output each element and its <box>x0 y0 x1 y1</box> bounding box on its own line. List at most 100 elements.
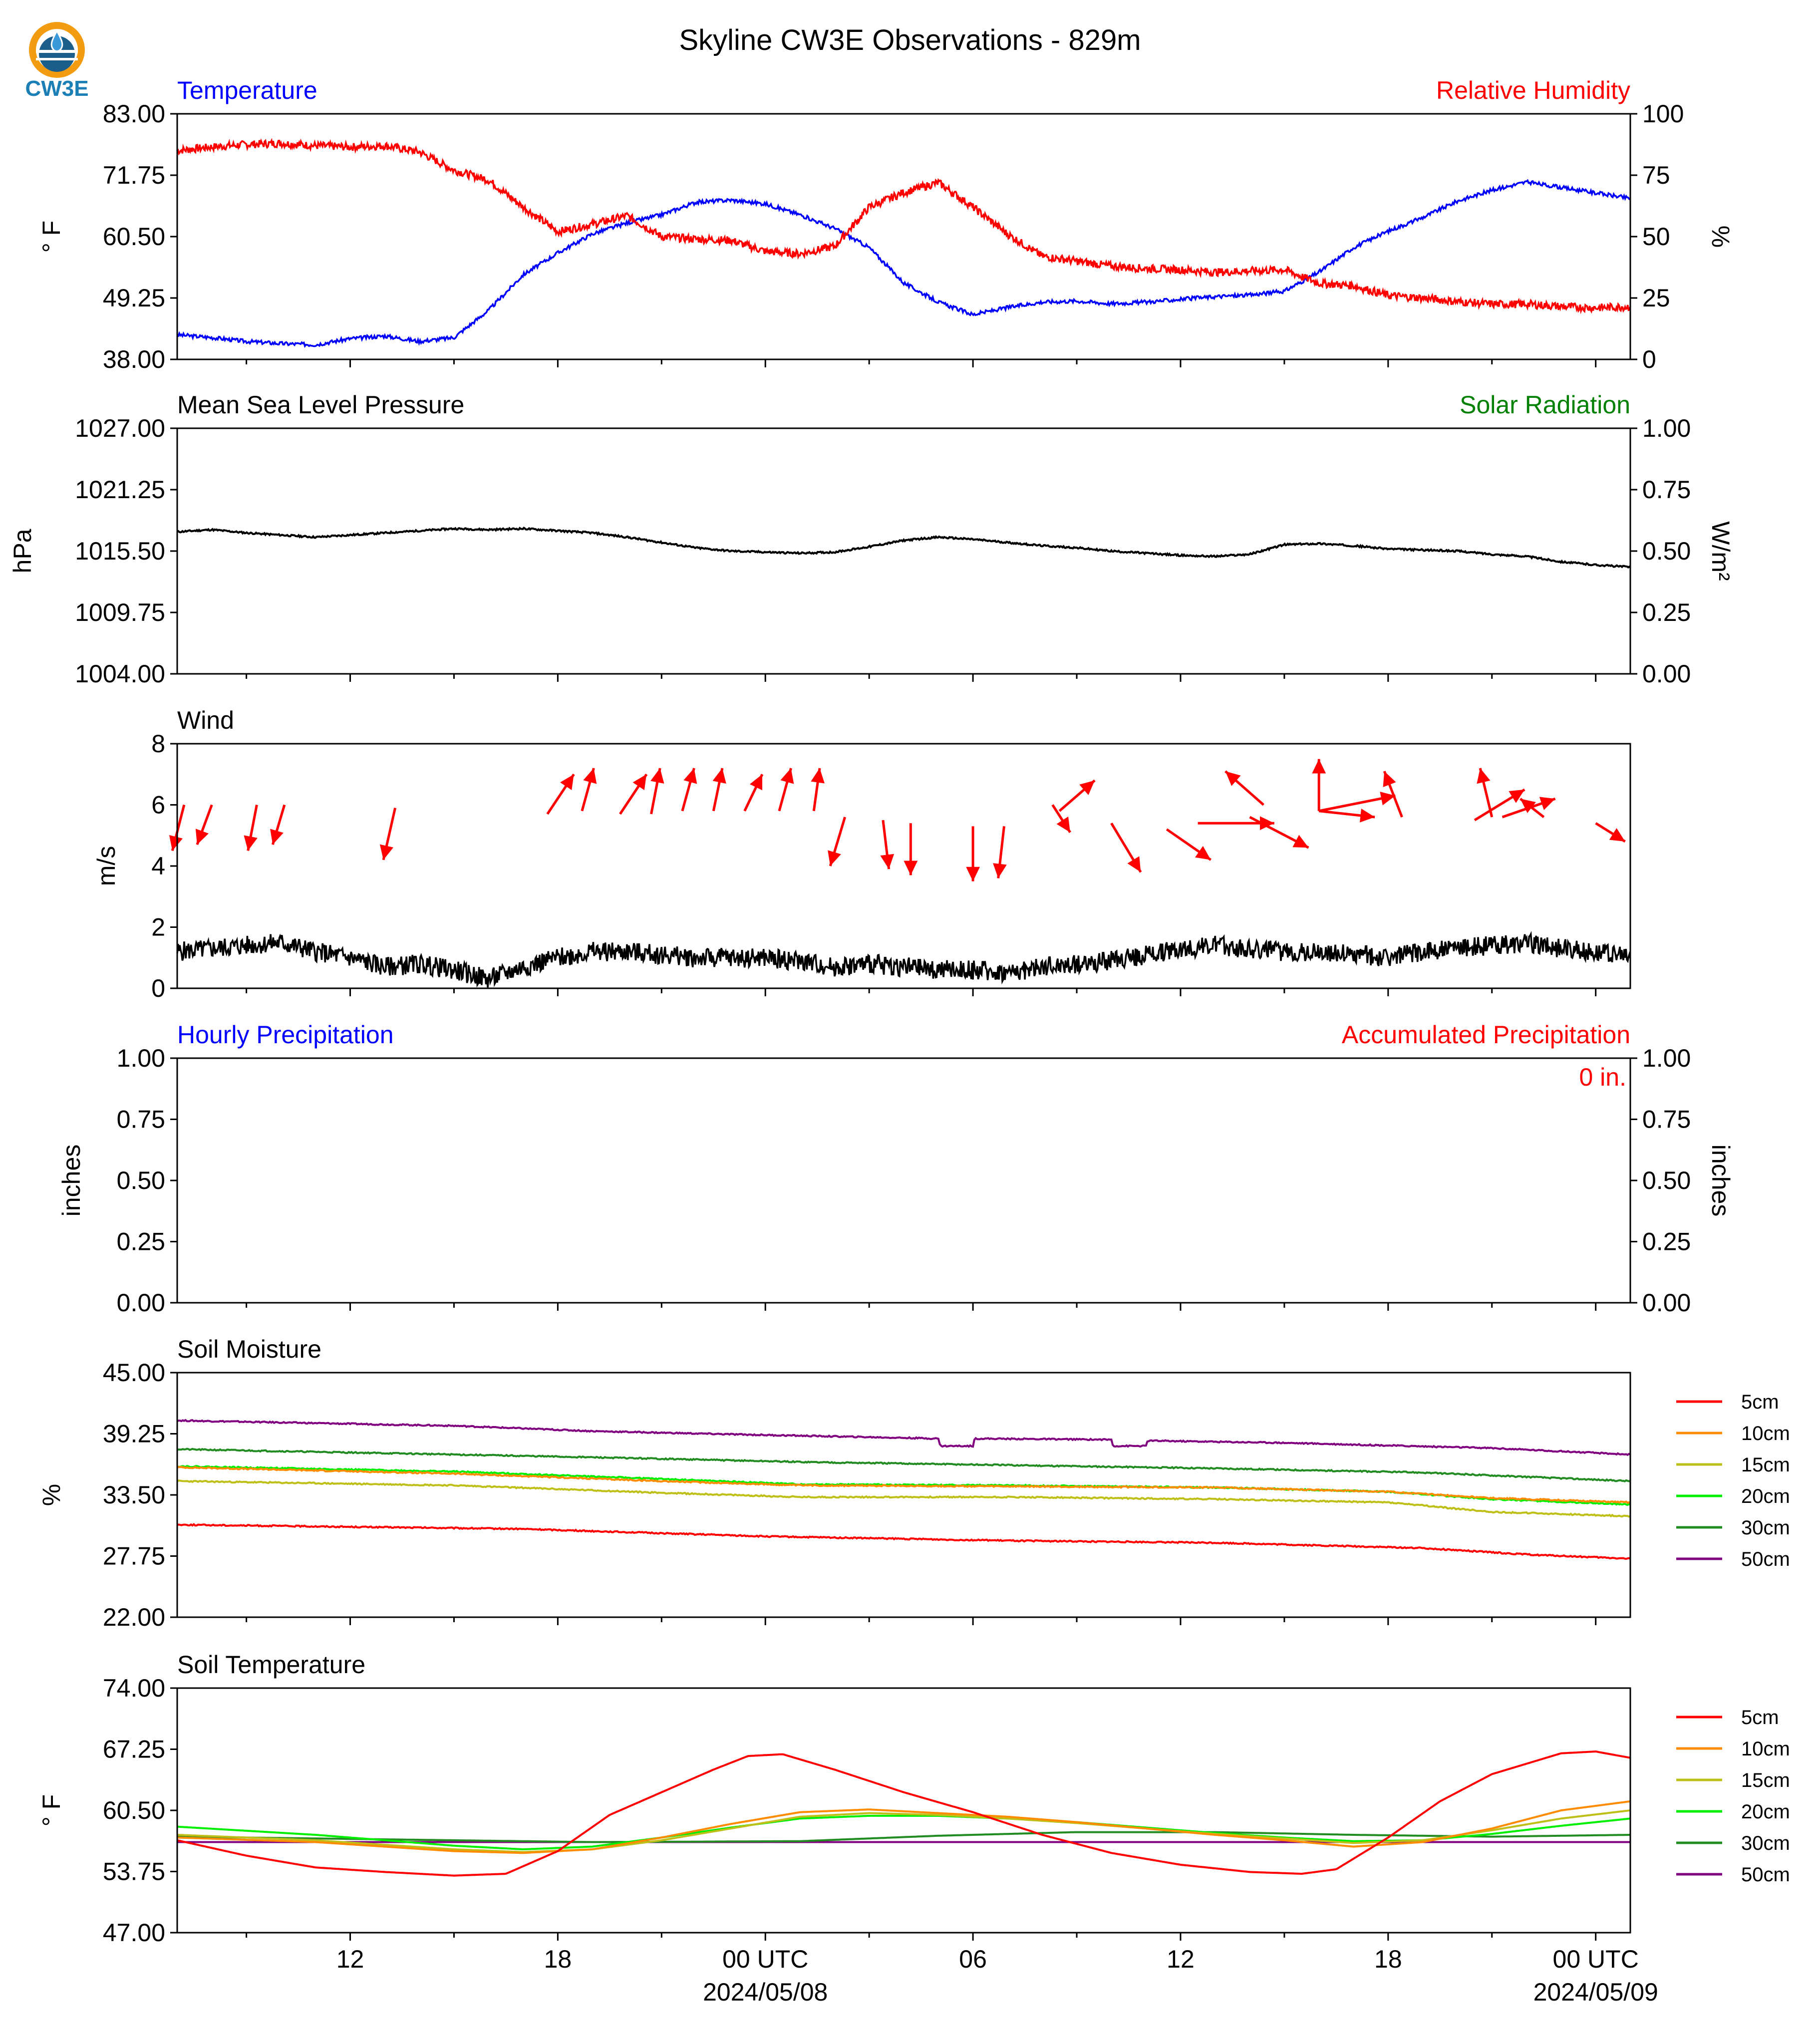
pressure-line <box>177 527 1631 569</box>
wind-arrow-head <box>1079 780 1095 795</box>
wind-arrow <box>880 820 895 869</box>
y-tick-label: 0 <box>151 974 165 1002</box>
wind-arrow <box>270 804 286 845</box>
wind-arrow <box>244 805 258 851</box>
x-tick-label: 00 UTC <box>722 1945 808 1973</box>
wind-arrow-head <box>1520 799 1536 813</box>
y2-tick-label: 50 <box>1642 223 1670 251</box>
wind-arrow-head <box>683 768 697 784</box>
legend-label: 5cm <box>1741 1707 1779 1729</box>
wind-arrow-head <box>1380 792 1396 806</box>
wind-arrow-head <box>632 774 647 790</box>
wind-arrow <box>1383 771 1403 818</box>
wind-arrow-head <box>904 861 918 875</box>
wind-arrow-head <box>828 850 841 866</box>
depth-line-30cm <box>177 1448 1631 1482</box>
y-tick-label: 1004.00 <box>75 660 165 688</box>
wind-arrow-head <box>1056 816 1070 833</box>
y-tick-label: 1027.00 <box>75 414 165 442</box>
wind-arrow-head <box>811 768 825 784</box>
depth-line-30cm <box>177 1831 1630 1843</box>
panel-frame <box>176 113 1631 360</box>
wind-arrow-head <box>379 844 394 860</box>
wind-arrow-head <box>1195 846 1211 860</box>
wind-arrow-head <box>650 768 664 784</box>
legend-label: 10cm <box>1741 1738 1790 1760</box>
wind-arrow-head <box>583 768 597 784</box>
y-tick-label: 1009.75 <box>75 598 165 626</box>
y-tick-label: 38.00 <box>103 345 165 373</box>
wind-arrow-head <box>560 774 574 790</box>
panel-precip: Hourly Precipitation Accumulated Precipit… <box>57 1021 1735 1317</box>
y-tick-label: 0.00 <box>117 1289 165 1317</box>
y2-tick-label: 0.25 <box>1642 1228 1691 1256</box>
y2-tick-label: 100 <box>1642 100 1684 128</box>
wind-arrow <box>195 804 213 845</box>
y2-axis-label: W/m² <box>1707 521 1735 580</box>
panel-title-left: Soil Temperature <box>177 1651 365 1679</box>
y-tick-label: 6 <box>151 791 165 819</box>
panel-title-right: Accumulated Precipitation <box>1342 1021 1630 1049</box>
x-tick-label: 18 <box>1374 1945 1402 1973</box>
wind-arrow <box>778 768 794 812</box>
panel-title-left: Mean Sea Level Pressure <box>177 391 464 419</box>
wind-arrow <box>712 768 726 812</box>
wind-vectors <box>169 759 1626 881</box>
wind-arrow <box>1224 770 1264 806</box>
panel-title-right: Solar Radiation <box>1460 391 1630 419</box>
y2-tick-label: 0.25 <box>1642 598 1691 626</box>
wind-arrow-head <box>712 768 726 784</box>
panel-soil_temp: Soil Temperature 74.00 67.25 60.50 53.75 47.0… <box>37 1651 1790 1947</box>
wind-arrow <box>1477 768 1494 818</box>
panel-pressure: Mean Sea Level Pressure Solar Radiation 10… <box>8 391 1735 688</box>
plot-area-soil_temp <box>177 1750 1631 1877</box>
y-tick-label: 47.00 <box>103 1919 165 1947</box>
depth-line-10cm <box>177 1800 1631 1854</box>
wind-arrow-head <box>1225 771 1241 786</box>
y-axis-label: hPa <box>8 529 36 573</box>
y-tick-label: 67.25 <box>103 1736 165 1763</box>
panel-title-left: Wind <box>177 706 234 734</box>
legend-soil_temp: 5cm 10cm 15cm 20cm 30cm 50cm <box>1676 1707 1790 1886</box>
panel-soil_moisture: Soil Moisture 45.00 39.25 33.50 27.75 22.00% 5… <box>37 1335 1790 1631</box>
y2-tick-label: 1.00 <box>1642 1044 1691 1072</box>
panel-frame <box>176 1372 1631 1618</box>
y-tick-label: 71.75 <box>103 161 165 189</box>
wind-arrow <box>581 768 597 812</box>
wind-arrow <box>1058 779 1096 812</box>
y-tick-label: 1015.50 <box>75 537 165 565</box>
wind-arrow-head <box>749 774 763 791</box>
wind-arrow <box>743 774 764 812</box>
wind-arrow <box>811 768 825 812</box>
legend-label: 20cm <box>1741 1485 1790 1507</box>
wind-arrow <box>619 773 648 815</box>
wind-arrow <box>546 773 575 815</box>
y2-tick-label: 0.75 <box>1642 476 1691 504</box>
wind-arrow <box>1110 822 1142 873</box>
legend-label: 30cm <box>1741 1832 1790 1854</box>
y2-tick-label: 1.00 <box>1642 414 1691 442</box>
y-tick-label: 0.50 <box>117 1166 165 1194</box>
y-tick-label: 39.25 <box>103 1420 165 1448</box>
y-tick-label: 1021.25 <box>75 476 165 504</box>
legend-label: 50cm <box>1741 1548 1790 1570</box>
wind-arrow-head <box>1609 828 1625 842</box>
wind-arrow-head <box>1383 771 1396 788</box>
legend-label: 15cm <box>1741 1454 1790 1476</box>
wind-arrow <box>169 804 186 851</box>
panel-frame <box>176 743 1631 989</box>
x-tick-label: 06 <box>959 1945 987 1973</box>
plot-area-pressure <box>177 527 1631 569</box>
y-tick-label: 22.00 <box>103 1603 165 1631</box>
y2-tick-label: 0.75 <box>1642 1106 1691 1134</box>
y-tick-label: 0.75 <box>117 1106 165 1134</box>
panel-wind: Wind 8 6 4 2 0 m/s <box>92 706 1631 1002</box>
panel-title-left: Temperature <box>177 76 317 104</box>
y-axis-label: ° F <box>37 221 65 253</box>
legend-label: 20cm <box>1741 1801 1790 1823</box>
wind-arrow <box>650 768 664 815</box>
cw3e-logo: CW3E <box>25 22 89 101</box>
wind-arrow <box>1318 809 1375 823</box>
x-tick-date-label: 2024/05/08 <box>703 1978 828 2006</box>
y2-tick-label: 0.50 <box>1642 1166 1691 1194</box>
